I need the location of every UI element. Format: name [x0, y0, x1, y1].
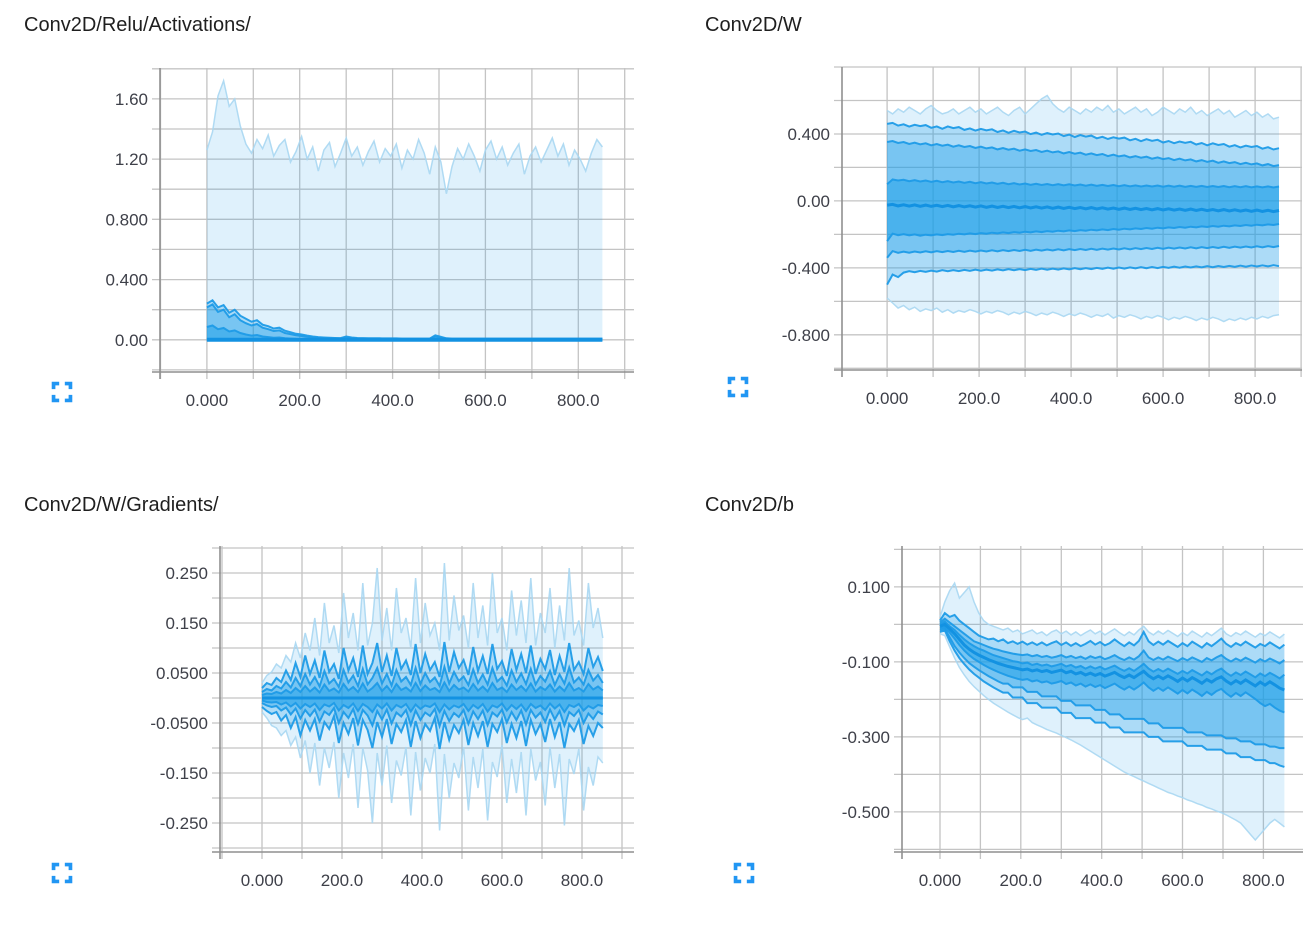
expand-chart-button[interactable]	[723, 372, 753, 402]
distribution-plot[interactable]: 0.000 200.0 400.0 600.0 800.0 0.400 0.00 -0.400…	[658, 0, 1316, 464]
axis-lines	[834, 67, 1302, 377]
svg-text:800.0: 800.0	[561, 871, 604, 890]
chart-title: Conv2D/W/Gradients/	[24, 494, 219, 516]
svg-text:0.400: 0.400	[787, 125, 830, 144]
svg-text:1.60: 1.60	[115, 90, 148, 109]
svg-text:-0.0500: -0.0500	[150, 714, 208, 733]
chart-card-conv2d-w: Conv2D/W 0.000 200.0 400.0 600.0 800.0 0.400 0…	[658, 0, 1316, 464]
axis-tick-labels: 0.000 200.0 400.0 600.0 800.0 0.250 0.150 0.050…	[150, 564, 603, 890]
svg-text:400.0: 400.0	[401, 871, 444, 890]
axis-lines	[894, 546, 1303, 859]
axis-tick-labels: 0.000 200.0 400.0 600.0 800.0 1.60 1.20 0.800 0.…	[105, 90, 599, 410]
svg-text:0.400: 0.400	[105, 271, 148, 290]
svg-text:0.00: 0.00	[797, 192, 830, 211]
svg-text:600.0: 600.0	[1142, 389, 1185, 408]
svg-text:800.0: 800.0	[1234, 389, 1277, 408]
fullscreen-icon	[733, 862, 755, 884]
svg-text:-0.400: -0.400	[782, 259, 830, 278]
expand-chart-button[interactable]	[729, 858, 759, 888]
gridlines	[894, 546, 1303, 859]
svg-text:0.000: 0.000	[186, 391, 229, 410]
svg-text:0.800: 0.800	[105, 210, 148, 229]
svg-text:0.0500: 0.0500	[156, 664, 208, 683]
svg-text:1.20: 1.20	[115, 150, 148, 169]
axis-lines	[152, 68, 634, 379]
svg-text:0.000: 0.000	[919, 871, 962, 890]
svg-text:600.0: 600.0	[464, 391, 507, 410]
chart-card-conv2d-relu-activations: Conv2D/Relu/Activations/ 0.000 200.0 400.0…	[0, 0, 658, 464]
svg-text:400.0: 400.0	[1080, 871, 1123, 890]
chart-title: Conv2D/Relu/Activations/	[24, 14, 251, 36]
fullscreen-icon	[51, 381, 73, 403]
svg-text:400.0: 400.0	[1050, 389, 1093, 408]
svg-text:-0.100: -0.100	[842, 653, 890, 672]
svg-text:0.000: 0.000	[241, 871, 284, 890]
chart-title: Conv2D/b	[705, 494, 794, 516]
chart-card-conv2d-w-gradients: Conv2D/W/Gradients/ 0.000 200.0 400.0 600.0…	[0, 464, 658, 928]
chart-title: Conv2D/W	[705, 14, 802, 36]
svg-text:-0.500: -0.500	[842, 803, 890, 822]
axis-tick-labels: 0.000 200.0 400.0 600.0 800.0 0.100 -0.100 -0.3…	[842, 578, 1285, 890]
chart-card-conv2d-b: Conv2D/b 0.000 200.0 400.0 600.0 800.0 0.100 -…	[658, 464, 1316, 928]
distribution-plot[interactable]: 0.000 200.0 400.0 600.0 800.0 0.100 -0.100 -0.3…	[658, 464, 1316, 928]
distribution-bands	[886, 94, 1280, 323]
fullscreen-icon	[727, 376, 749, 398]
distribution-plot[interactable]: 0.000 200.0 400.0 600.0 800.0 0.250 0.150 0.050…	[0, 464, 658, 928]
svg-text:-0.300: -0.300	[842, 728, 890, 747]
svg-text:200.0: 200.0	[958, 389, 1001, 408]
svg-text:0.250: 0.250	[165, 564, 208, 583]
svg-text:0.100: 0.100	[847, 578, 890, 597]
svg-text:-0.800: -0.800	[782, 326, 830, 345]
distribution-bands	[206, 78, 604, 342]
svg-text:200.0: 200.0	[321, 871, 364, 890]
svg-text:0.000: 0.000	[866, 389, 909, 408]
svg-text:800.0: 800.0	[1242, 871, 1285, 890]
svg-text:400.0: 400.0	[371, 391, 414, 410]
svg-text:200.0: 200.0	[1000, 871, 1043, 890]
svg-text:-0.250: -0.250	[160, 814, 208, 833]
svg-text:800.0: 800.0	[557, 391, 600, 410]
expand-chart-button[interactable]	[47, 377, 77, 407]
axis-lines	[212, 546, 634, 859]
svg-text:200.0: 200.0	[278, 391, 321, 410]
svg-text:-0.150: -0.150	[160, 764, 208, 783]
distribution-bands	[261, 562, 604, 831]
expand-chart-button[interactable]	[47, 858, 77, 888]
svg-text:0.150: 0.150	[165, 614, 208, 633]
svg-text:600.0: 600.0	[481, 871, 524, 890]
distribution-plot[interactable]: 0.000 200.0 400.0 600.0 800.0 1.60 1.20 0.800 0.…	[0, 0, 658, 464]
axis-tick-labels: 0.000 200.0 400.0 600.0 800.0 0.400 0.00 -0.400…	[782, 125, 1277, 408]
svg-text:0.00: 0.00	[115, 331, 148, 350]
svg-text:600.0: 600.0	[1161, 871, 1204, 890]
fullscreen-icon	[51, 862, 73, 884]
distribution-bands	[939, 581, 1286, 842]
